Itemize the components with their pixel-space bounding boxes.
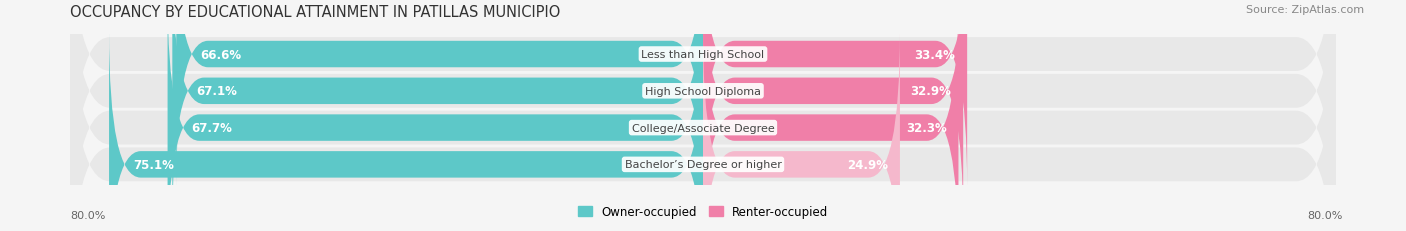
FancyBboxPatch shape [70, 0, 1336, 221]
Text: 75.1%: 75.1% [132, 158, 174, 171]
Text: 32.9%: 32.9% [911, 85, 952, 98]
FancyBboxPatch shape [703, 0, 963, 225]
FancyBboxPatch shape [167, 0, 703, 231]
Text: 32.3%: 32.3% [905, 122, 946, 134]
FancyBboxPatch shape [703, 31, 900, 231]
FancyBboxPatch shape [70, 0, 1336, 231]
Text: Less than High School: Less than High School [641, 50, 765, 60]
Text: 80.0%: 80.0% [1308, 210, 1343, 220]
FancyBboxPatch shape [70, 0, 1336, 231]
Text: High School Diploma: High School Diploma [645, 86, 761, 96]
Text: OCCUPANCY BY EDUCATIONAL ATTAINMENT IN PATILLAS MUNICIPIO: OCCUPANCY BY EDUCATIONAL ATTAINMENT IN P… [70, 5, 561, 20]
Text: Bachelor’s Degree or higher: Bachelor’s Degree or higher [624, 160, 782, 170]
Text: 24.9%: 24.9% [846, 158, 889, 171]
Text: 67.1%: 67.1% [195, 85, 238, 98]
Text: 67.7%: 67.7% [191, 122, 232, 134]
FancyBboxPatch shape [703, 0, 959, 231]
Legend: Owner-occupied, Renter-occupied: Owner-occupied, Renter-occupied [572, 201, 834, 223]
Text: College/Associate Degree: College/Associate Degree [631, 123, 775, 133]
FancyBboxPatch shape [70, 0, 1336, 231]
FancyBboxPatch shape [703, 0, 967, 188]
Text: Source: ZipAtlas.com: Source: ZipAtlas.com [1246, 5, 1364, 15]
Text: 80.0%: 80.0% [70, 210, 105, 220]
Text: 33.4%: 33.4% [914, 48, 955, 61]
FancyBboxPatch shape [110, 31, 703, 231]
FancyBboxPatch shape [176, 0, 703, 188]
Text: 66.6%: 66.6% [200, 48, 240, 61]
FancyBboxPatch shape [173, 0, 703, 225]
